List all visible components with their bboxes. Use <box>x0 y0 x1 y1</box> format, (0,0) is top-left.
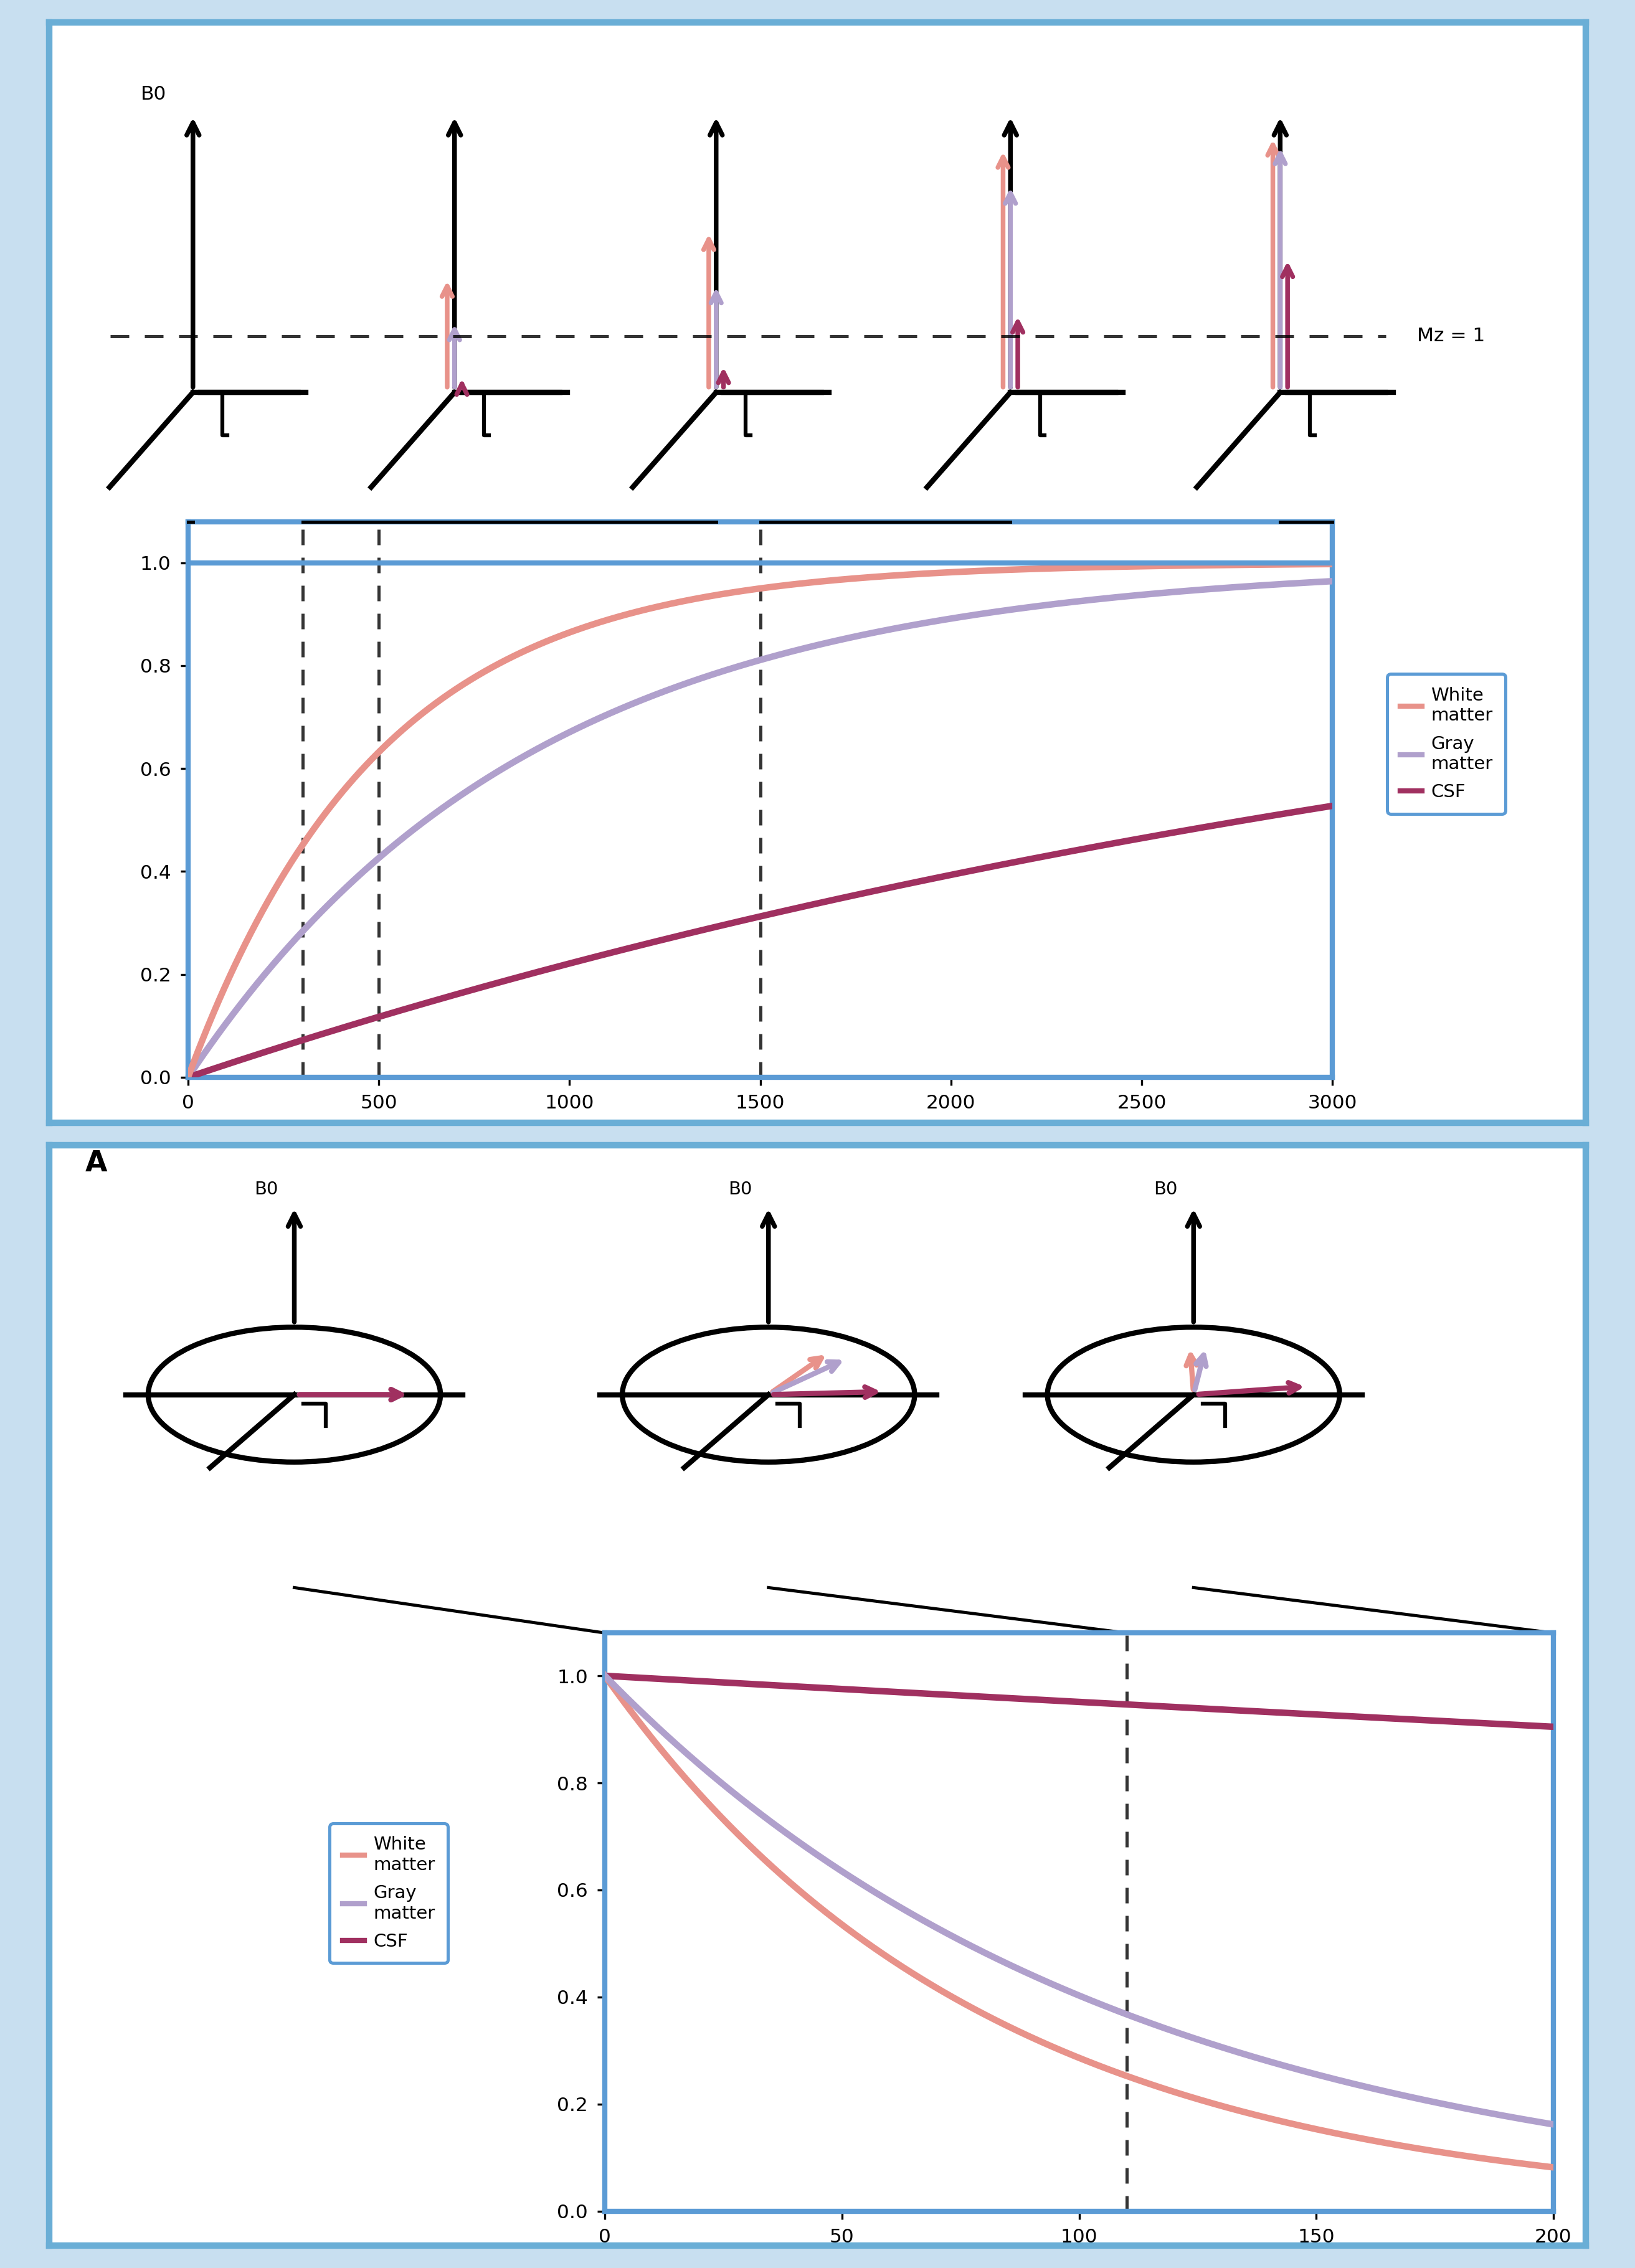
Text: B0: B0 <box>255 1182 278 1198</box>
Text: B0: B0 <box>729 1182 752 1198</box>
Text: B0: B0 <box>1154 1182 1177 1198</box>
Text: Mz = 1: Mz = 1 <box>1418 327 1485 345</box>
Legend: White
matter, Gray
matter, CSF: White matter, Gray matter, CSF <box>330 1823 448 1964</box>
Legend: White
matter, Gray
matter, CSF: White matter, Gray matter, CSF <box>1388 674 1506 814</box>
Text: A: A <box>85 1150 108 1177</box>
Text: B0: B0 <box>141 86 167 104</box>
